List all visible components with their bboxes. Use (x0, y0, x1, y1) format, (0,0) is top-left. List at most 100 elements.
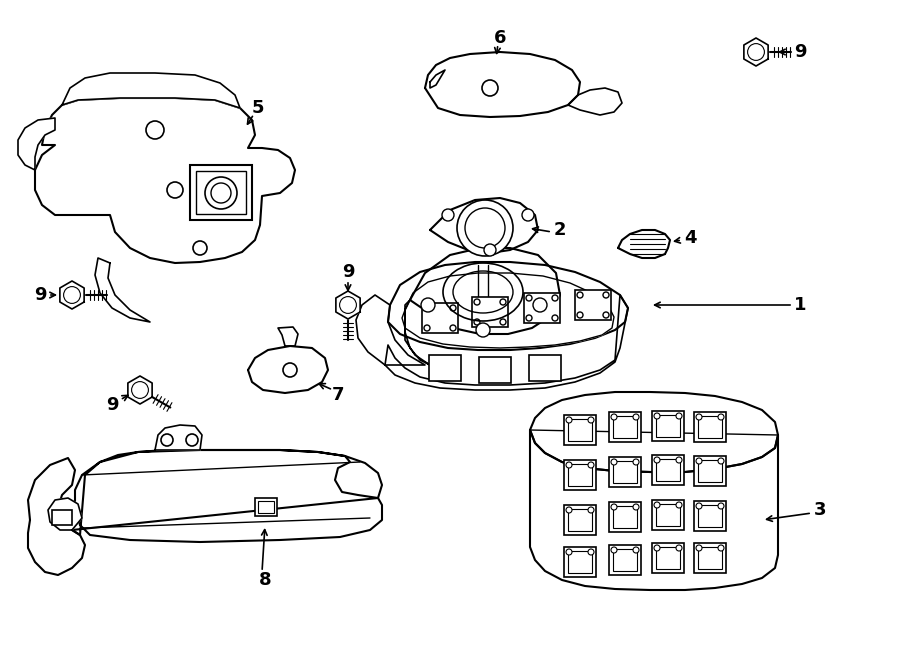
Circle shape (696, 545, 702, 551)
Circle shape (676, 545, 682, 551)
Polygon shape (405, 300, 430, 365)
Text: 9: 9 (106, 396, 118, 414)
Bar (694, 412, 726, 442)
Bar (613, 416, 637, 438)
Bar (656, 415, 680, 437)
Bar (698, 460, 722, 482)
Bar (609, 545, 641, 575)
Polygon shape (402, 273, 614, 348)
Circle shape (603, 292, 609, 298)
Bar (694, 501, 726, 531)
Bar (564, 415, 596, 445)
Circle shape (161, 434, 173, 446)
Polygon shape (248, 346, 328, 393)
Bar (656, 504, 680, 526)
Circle shape (482, 80, 498, 96)
Polygon shape (356, 295, 425, 365)
Circle shape (566, 417, 572, 423)
Bar (529, 355, 561, 381)
Text: 4: 4 (684, 229, 697, 247)
Circle shape (186, 434, 198, 446)
Circle shape (339, 297, 356, 313)
Circle shape (474, 299, 480, 305)
Polygon shape (336, 291, 360, 319)
Polygon shape (18, 118, 55, 170)
Circle shape (654, 545, 660, 551)
Polygon shape (28, 458, 85, 575)
Circle shape (500, 319, 506, 325)
Text: 7: 7 (332, 386, 345, 404)
Circle shape (64, 287, 80, 303)
Circle shape (205, 177, 237, 209)
Bar (652, 543, 684, 573)
Circle shape (654, 502, 660, 508)
Circle shape (611, 414, 617, 420)
Text: 2: 2 (554, 221, 566, 239)
Bar (255, 498, 277, 516)
Circle shape (588, 462, 594, 468)
Text: 8: 8 (258, 571, 271, 589)
Circle shape (588, 549, 594, 555)
Bar (564, 505, 596, 535)
Circle shape (211, 183, 231, 203)
Bar (568, 509, 592, 531)
Circle shape (421, 298, 435, 312)
Bar (568, 551, 592, 573)
Polygon shape (410, 248, 560, 334)
Circle shape (718, 503, 724, 509)
Bar (652, 500, 684, 530)
Text: 3: 3 (814, 501, 826, 519)
Polygon shape (72, 450, 382, 542)
Polygon shape (128, 376, 152, 404)
Circle shape (484, 244, 496, 256)
Circle shape (588, 507, 594, 513)
Bar (656, 547, 680, 569)
Circle shape (611, 504, 617, 510)
Bar (564, 460, 596, 490)
Circle shape (442, 209, 454, 221)
Circle shape (748, 44, 764, 60)
Circle shape (676, 457, 682, 463)
Bar (652, 411, 684, 441)
Circle shape (718, 458, 724, 464)
Circle shape (588, 417, 594, 423)
Polygon shape (530, 430, 778, 590)
Bar (568, 419, 592, 441)
Polygon shape (62, 73, 240, 108)
Polygon shape (60, 281, 84, 309)
Circle shape (500, 299, 506, 305)
Polygon shape (35, 98, 295, 263)
Circle shape (718, 545, 724, 551)
Circle shape (552, 315, 558, 321)
Circle shape (577, 292, 583, 298)
Circle shape (696, 458, 702, 464)
Circle shape (696, 414, 702, 420)
Polygon shape (430, 198, 538, 253)
Polygon shape (48, 498, 82, 530)
Circle shape (654, 457, 660, 463)
Circle shape (566, 507, 572, 513)
Text: 6: 6 (494, 29, 507, 47)
Bar (609, 412, 641, 442)
Circle shape (476, 323, 490, 337)
Circle shape (533, 298, 547, 312)
Text: 9: 9 (342, 263, 355, 281)
Polygon shape (388, 262, 628, 350)
Bar (613, 506, 637, 528)
Circle shape (552, 295, 558, 301)
Circle shape (654, 413, 660, 419)
Bar (609, 457, 641, 487)
Circle shape (283, 363, 297, 377)
Circle shape (633, 414, 639, 420)
Bar (609, 502, 641, 532)
Circle shape (566, 462, 572, 468)
Circle shape (603, 312, 609, 318)
Circle shape (526, 295, 532, 301)
Bar (524, 293, 560, 323)
Bar (613, 549, 637, 571)
Circle shape (450, 325, 456, 331)
Polygon shape (425, 52, 580, 117)
Bar (694, 456, 726, 486)
Bar (698, 416, 722, 438)
Circle shape (450, 305, 456, 311)
